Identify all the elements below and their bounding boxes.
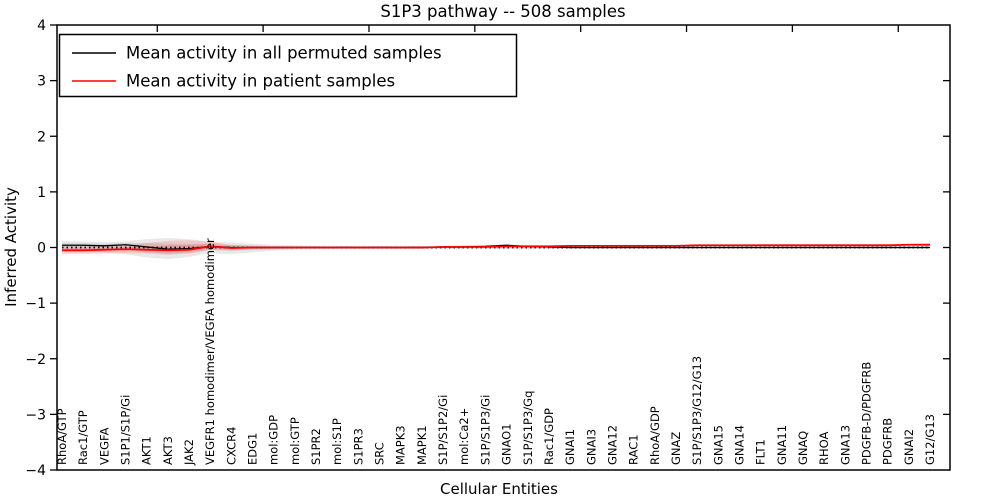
x-tick-label: RhoA/GDP xyxy=(648,406,662,465)
annotations: S1P3 pathway -- 508 samples Inferred Act… xyxy=(2,2,626,498)
y-tick-label: 3 xyxy=(37,74,46,90)
x-tick-label: G12/G13 xyxy=(923,414,937,465)
x-tick-label: Rac1/GDP xyxy=(542,408,556,465)
x-tick-label: GNA14 xyxy=(732,425,746,465)
x-tick-label: FLT1 xyxy=(754,439,768,465)
band-permuted xyxy=(62,238,930,260)
x-tick-label: S1PR2 xyxy=(309,428,323,465)
y-tick-label: −4 xyxy=(25,463,46,479)
x-tick-label: mol:Ca2+ xyxy=(457,408,471,465)
x-tick-label: RhoA/GTP xyxy=(55,408,69,465)
x-tick-label: RAC1 xyxy=(627,434,641,465)
legend-label-patient: Mean activity in patient samples xyxy=(126,72,395,91)
x-tick-label: CXCR4 xyxy=(224,427,238,465)
x-tick-label: Rac1/GTP xyxy=(76,410,90,465)
x-tick-label: GNAQ xyxy=(796,431,810,465)
x-tick-label: GNA13 xyxy=(838,425,852,465)
y-tick-label: 1 xyxy=(37,185,46,201)
x-tick-label: PDGFB-D/PDGFRB xyxy=(859,362,873,465)
x-tick-label: AKT3 xyxy=(161,436,175,465)
x-tick-label: SRC xyxy=(373,442,387,465)
x-tick-label: VEGFR1 homodimer/VEGFA homodimer xyxy=(203,238,217,465)
x-tick-label: GNA12 xyxy=(605,425,619,465)
y-axis-label: Inferred Activity xyxy=(2,187,20,307)
x-tick-label: GNAI2 xyxy=(902,429,916,465)
x-tick-label: mol:GTP xyxy=(288,417,302,465)
y-tick-label: −3 xyxy=(25,407,46,423)
x-tick-label: MAPK1 xyxy=(415,425,429,465)
y-tick-label: −2 xyxy=(25,352,46,368)
chart-title: S1P3 pathway -- 508 samples xyxy=(380,2,625,21)
legend: Mean activity in all permuted samples Me… xyxy=(58,33,518,98)
y-tick-label: 4 xyxy=(37,18,46,34)
legend-label-permuted: Mean activity in all permuted samples xyxy=(126,44,442,63)
x-tick-label: GNA15 xyxy=(711,425,725,465)
x-tick-label: mol:S1P xyxy=(330,418,344,465)
x-tick-label: GNA11 xyxy=(775,425,789,465)
x-tick-label: S1P/S1P3/Gq xyxy=(521,391,535,465)
y-tick-label: 0 xyxy=(37,241,46,257)
x-tick-label: GNAO1 xyxy=(500,423,514,465)
plot-area: 4 3 2 1 0 −1 −2 −3 −4 RhoA/GTP Rac1/GTP VEGFA S1P1/S… xyxy=(25,18,951,479)
x-tick-label: S1P/S1P3/G12/G13 xyxy=(690,356,704,465)
x-tick-label: PDGFRB xyxy=(881,418,895,465)
x-tick-label: S1P/S1P3/Gi xyxy=(478,395,492,465)
x-tick-label: GNAI1 xyxy=(563,429,577,465)
x-tick-label: MAPK3 xyxy=(394,425,408,465)
x-tick-label: S1PR3 xyxy=(351,428,365,465)
x-tick-label: S1P/S1P2/Gi xyxy=(436,395,450,465)
x-tick-label: GNAI3 xyxy=(584,429,598,465)
y-tick-label: 2 xyxy=(37,129,46,145)
x-tick-label: GNAZ xyxy=(669,432,683,465)
x-tick-label: VEGFA xyxy=(97,427,111,465)
y-tick-label: −1 xyxy=(25,296,46,312)
x-axis-label: Cellular Entities xyxy=(440,480,558,498)
x-tick-label: RHOA xyxy=(817,432,831,465)
x-tick-label: AKT1 xyxy=(140,436,154,465)
x-tick-label: JAK2 xyxy=(182,439,196,466)
legend-box xyxy=(58,33,518,98)
series-line-patient xyxy=(62,243,930,252)
x-tick-label: S1P1/S1P/Gi xyxy=(119,395,133,465)
x-tick-label: mol:GDP xyxy=(267,415,281,465)
x-tick-label: EDG1 xyxy=(246,433,260,465)
